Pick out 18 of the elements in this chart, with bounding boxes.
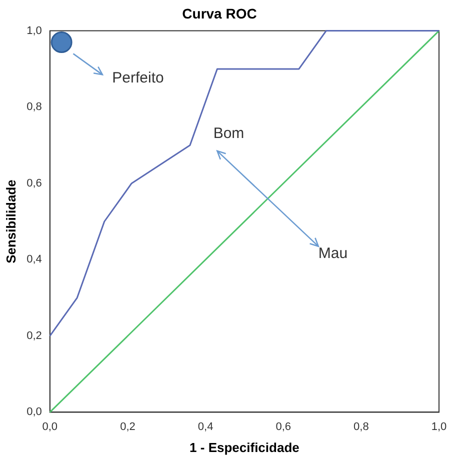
x-tick-label: 0,0 <box>42 420 58 433</box>
y-tick-label: 0,6 <box>26 177 42 190</box>
y-tick-label: 1,0 <box>26 24 42 37</box>
y-axis-title: Sensibilidade <box>3 180 18 264</box>
annotation: Perfeito <box>112 70 164 87</box>
y-tick-label: 0,4 <box>26 254 42 266</box>
chart-title: Curva ROC <box>182 5 257 22</box>
x-tick-label: 0,8 <box>354 420 369 433</box>
x-tick-label: 0,4 <box>198 420 214 433</box>
x-tick-label: 1,0 <box>431 420 447 433</box>
y-tick-label: 0,8 <box>26 101 42 114</box>
annotation: Mau <box>318 245 348 262</box>
annotation: Bom <box>213 124 244 142</box>
x-axis-title: 1 - Especificidade <box>190 440 300 455</box>
y-tick-label: 0,2 <box>26 330 42 342</box>
x-tick-label: 0,2 <box>120 420 136 433</box>
y-tick-label: 0,0 <box>26 406 42 418</box>
x-tick-label: 0,6 <box>276 420 292 433</box>
